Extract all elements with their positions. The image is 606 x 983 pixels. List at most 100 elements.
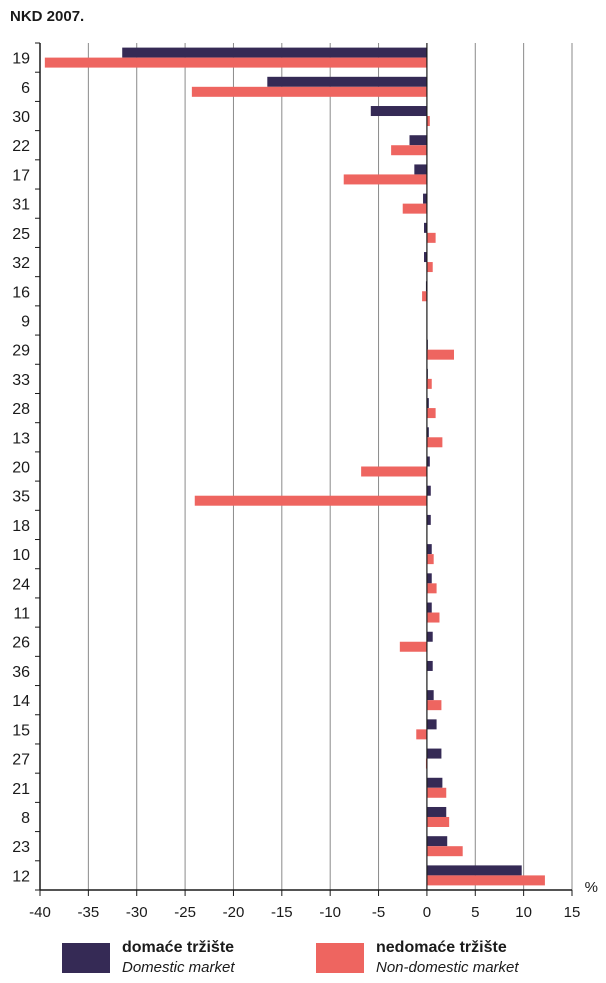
bar-nondomestic [399, 641, 427, 652]
bar-domestic [426, 631, 433, 642]
x-tick-label: -20 [223, 904, 245, 921]
legend-label-domestic-en: Domestic market [122, 959, 235, 976]
y-tick-label: 13 [12, 430, 30, 447]
bar-domestic [426, 777, 443, 788]
y-tick-label: 12 [12, 868, 30, 885]
x-tick-label: -25 [174, 904, 196, 921]
y-tick-label: 18 [12, 518, 30, 535]
bar-nondomestic [194, 495, 427, 506]
bar-domestic [426, 398, 429, 409]
bar-nondomestic [426, 554, 434, 565]
bar-nondomestic [426, 116, 430, 127]
bar-domestic [426, 485, 431, 496]
bar-domestic [409, 135, 427, 146]
y-tick-label: 16 [12, 284, 30, 301]
bar-nondomestic [426, 232, 436, 243]
bar-domestic [426, 602, 432, 613]
x-axis-unit-label: % [585, 879, 598, 896]
y-tick-label: 23 [12, 839, 30, 856]
bar-domestic [370, 106, 427, 117]
bar-domestic [423, 193, 427, 204]
bar-domestic [424, 252, 427, 263]
y-tick-label: 20 [12, 460, 30, 477]
x-tick-label: 15 [564, 904, 581, 921]
x-tick-label: 0 [423, 904, 431, 921]
x-tick-label: -40 [29, 904, 51, 921]
bar-domestic [426, 427, 429, 438]
grid-layer [39, 43, 573, 890]
x-tick-label: 10 [515, 904, 532, 921]
axis-layer [35, 42, 573, 896]
y-tick-label: 30 [12, 109, 30, 126]
bar-nondomestic [44, 57, 427, 68]
legend-label-nondomestic-en: Non-domestic market [376, 959, 519, 976]
x-tick-label: -5 [372, 904, 385, 921]
x-tick-label: 5 [471, 904, 479, 921]
y-tick-label: 14 [12, 693, 30, 710]
bar-domestic [426, 660, 433, 671]
bar-nondomestic [391, 145, 427, 156]
y-tick-label: 25 [12, 226, 30, 243]
bar-nondomestic [426, 262, 433, 273]
bar-domestic [426, 806, 447, 817]
bar-nondomestic [426, 437, 443, 448]
bar-nondomestic [361, 466, 427, 477]
bar-nondomestic [426, 875, 545, 886]
bar-nondomestic [343, 174, 427, 185]
legend-label-nondomestic: nedomaće tržište [376, 939, 507, 956]
bar-nondomestic [416, 729, 427, 740]
bar-nondomestic [422, 291, 427, 302]
y-tick-label: 29 [12, 343, 30, 360]
y-tick-label: 10 [12, 547, 30, 564]
y-tick-label: 27 [12, 752, 30, 769]
bar-nondomestic [426, 787, 447, 798]
bar-nondomestic [426, 408, 436, 419]
bar-domestic [426, 748, 442, 759]
y-tick-label: 22 [12, 138, 30, 155]
bar-domestic [414, 164, 427, 175]
legend-nondomestic: nedomaće tržište Non-domestic market [316, 938, 519, 978]
bar-nondomestic [426, 612, 440, 623]
y-tick-label: 11 [13, 606, 30, 623]
bar-domestic [426, 690, 434, 701]
legend-swatch-nondomestic [316, 943, 364, 973]
y-tick-label: 36 [12, 664, 30, 681]
bar-domestic [122, 47, 427, 58]
y-tick-label: 35 [12, 489, 30, 506]
y-tick-label: 32 [12, 255, 30, 272]
y-tick-label: 21 [12, 781, 30, 798]
bar-domestic [426, 514, 431, 525]
bar-domestic [267, 76, 427, 87]
bar-nondomestic [426, 700, 442, 711]
bar-nondomestic [426, 349, 454, 360]
x-tick-label: -15 [271, 904, 293, 921]
legend-label-domestic: domaće tržište [122, 939, 235, 956]
y-tick-label: 24 [12, 576, 30, 593]
x-tick-label: -10 [319, 904, 341, 921]
bar-nondomestic [426, 846, 463, 857]
y-tick-label: 31 [12, 197, 30, 214]
y-tick-label: 6 [21, 80, 30, 97]
x-tick-label: -35 [78, 904, 100, 921]
legend-swatch-domestic [62, 943, 110, 973]
bar-domestic [426, 456, 430, 467]
y-tick-label: 19 [12, 51, 30, 68]
y-tick-label: 26 [12, 635, 30, 652]
bar-nondomestic [426, 583, 437, 594]
chart-title: NKD 2007. [10, 8, 85, 25]
y-tick-label: 17 [12, 167, 30, 184]
legend-domestic: domaće tržište Domestic market [62, 938, 235, 978]
bar-domestic [424, 222, 427, 233]
y-tick-label: 15 [12, 722, 30, 739]
bar-domestic [426, 544, 432, 555]
bar-domestic [426, 719, 437, 730]
y-tick-label: 28 [12, 401, 30, 418]
bar-domestic [426, 836, 448, 847]
bars-layer [44, 47, 545, 886]
bar-nondomestic [402, 203, 427, 214]
bar-domestic [426, 573, 432, 584]
y-tick-label: 8 [21, 810, 30, 827]
x-tick-label: -30 [126, 904, 148, 921]
y-tick-label: 9 [21, 313, 30, 330]
